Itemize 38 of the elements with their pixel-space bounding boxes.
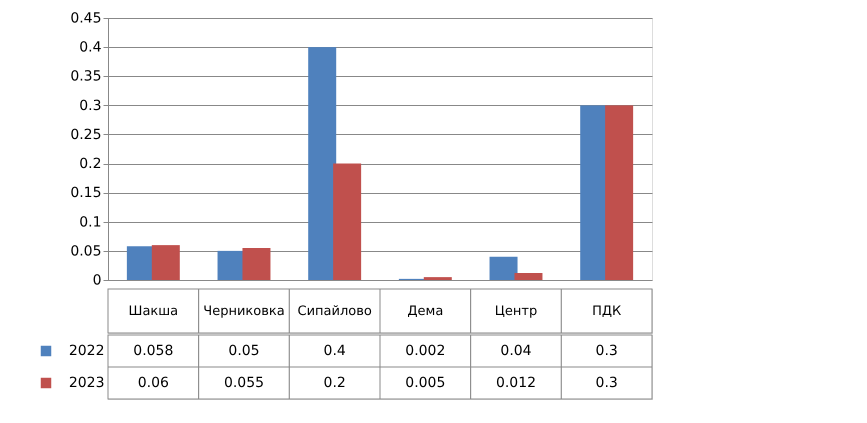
y-tick-label: 0.3	[79, 98, 102, 114]
bar	[242, 248, 270, 280]
x-tick-label: Дема	[407, 304, 444, 319]
data-label: 0.4	[324, 343, 346, 359]
y-tick-label: 0	[92, 272, 102, 288]
data-label: 0.012	[496, 375, 536, 391]
bar	[605, 105, 634, 280]
legend-label: 2023	[68, 375, 104, 391]
data-label: 0.3	[596, 343, 618, 359]
data-label: 0.002	[405, 343, 446, 359]
data-label: 0.2	[324, 375, 346, 391]
y-tick-label: 0.15	[70, 185, 102, 202]
bar	[308, 47, 336, 280]
x-tick-label: ПДК	[592, 304, 622, 319]
y-tick-label: 0.2	[79, 156, 102, 172]
y-tick-label: 0.45	[70, 10, 102, 26]
data-label: 0.058	[133, 343, 174, 359]
x-tick-label: Шакша	[128, 304, 178, 319]
y-tick-label: 0.05	[70, 243, 102, 260]
x-tick-label: Черниковка	[203, 304, 285, 319]
data-label: 0.3	[596, 375, 618, 391]
data-label: 0.05	[228, 343, 260, 359]
data-label: 0.055	[224, 375, 264, 391]
bar	[490, 256, 518, 280]
x-tick-label: Центр	[494, 304, 538, 319]
y-tick-label: 0.35	[70, 68, 102, 85]
data-label: 0.04	[500, 343, 532, 359]
bar	[514, 273, 542, 280]
y-tick-label: 0.25	[70, 126, 102, 143]
bar	[333, 164, 362, 280]
bar	[424, 277, 452, 280]
legend-label: 2022	[68, 343, 104, 359]
bar	[152, 245, 180, 280]
data-label: 0.005	[405, 375, 446, 391]
x-tick-label: Сипайлово	[298, 304, 372, 319]
y-tick-label: 0.1	[79, 214, 102, 230]
data-label: 0.06	[138, 375, 170, 391]
y-tick-label: 0.4	[79, 40, 102, 56]
